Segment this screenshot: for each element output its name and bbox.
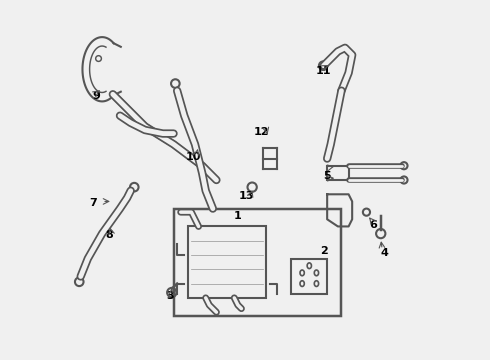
Text: 5: 5: [323, 171, 331, 181]
Text: 7: 7: [89, 198, 97, 208]
Text: 6: 6: [369, 220, 377, 230]
Text: 9: 9: [93, 91, 100, 101]
Text: 1: 1: [234, 211, 242, 221]
Bar: [327, 166, 348, 180]
Text: 12: 12: [253, 127, 269, 137]
Text: 10: 10: [186, 152, 201, 162]
Bar: [173, 208, 342, 316]
Text: 11: 11: [316, 66, 331, 76]
Text: 13: 13: [239, 191, 254, 201]
Bar: [292, 258, 327, 294]
Text: 8: 8: [105, 230, 113, 240]
Text: 3: 3: [166, 291, 174, 301]
Text: 2: 2: [319, 247, 327, 256]
Bar: [188, 226, 267, 298]
Text: 4: 4: [380, 248, 388, 258]
